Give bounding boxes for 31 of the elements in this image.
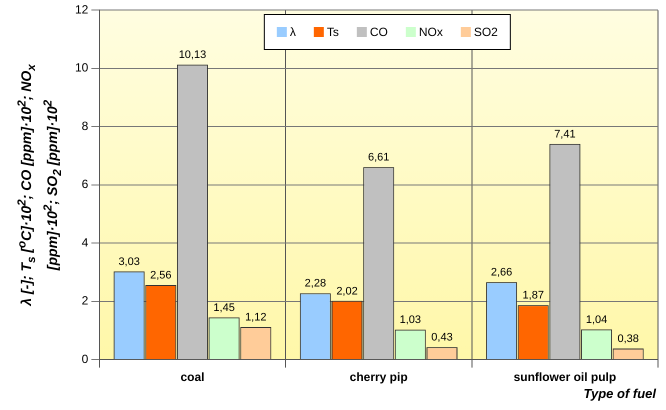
x-axis-title: Type of fuel <box>584 386 656 401</box>
y-tick-label: 0 <box>82 352 89 366</box>
data-label: 1,45 <box>213 302 235 314</box>
data-label: 0,43 <box>431 332 453 344</box>
data-label: 6,61 <box>368 152 390 164</box>
data-label: 2,66 <box>490 266 512 279</box>
y-tick-label: 4 <box>82 235 89 250</box>
data-label: 2,28 <box>304 278 326 290</box>
data-label: 1,87 <box>522 290 544 302</box>
legend-label: SO2 <box>474 25 498 39</box>
data-label: 1,03 <box>400 314 422 326</box>
data-label: 2,56 <box>150 270 172 282</box>
data-label: 3,03 <box>118 256 140 268</box>
x-tick-label: coal <box>180 370 204 384</box>
data-label: 1,12 <box>245 312 266 324</box>
data-label: 1,04 <box>586 314 608 326</box>
legend-label: Ts <box>326 25 339 39</box>
data-label: 0,38 <box>617 333 639 346</box>
legend-label: NOx <box>418 25 443 39</box>
data-label: 10,13 <box>178 49 206 62</box>
x-tick-label: sunflower oil pulp <box>514 370 616 384</box>
legend-label: λ <box>290 25 296 39</box>
y-tick-label: 2 <box>82 294 89 308</box>
data-label: 7,41 <box>554 128 576 140</box>
legend-label: CO <box>370 25 388 39</box>
y-tick-label: 12 <box>74 2 89 17</box>
y-tick-label: 6 <box>82 177 89 192</box>
data-label: 2,02 <box>336 285 358 298</box>
y-tick-label: 10 <box>74 60 89 75</box>
y-tick-label: 8 <box>82 118 89 133</box>
x-tick-label: cherry pip <box>350 370 408 384</box>
